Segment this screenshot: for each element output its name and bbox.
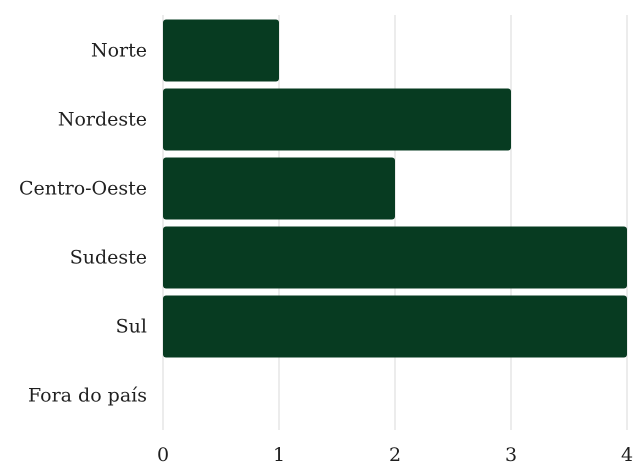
category-label-sul: Sul <box>116 316 147 338</box>
bar-norte <box>163 19 279 82</box>
x-tick-label-0: 0 <box>157 444 169 464</box>
category-label-fora-do-pa-s: Fora do país <box>28 385 147 407</box>
x-axis-tick-labels: 0 1 2 3 4 <box>157 444 633 464</box>
category-label-norte: Norte <box>91 40 147 62</box>
x-tick-label-3: 3 <box>505 444 517 464</box>
bars <box>163 19 627 358</box>
x-tick-label-1: 1 <box>273 444 285 464</box>
category-label-sudeste: Sudeste <box>70 247 147 269</box>
category-label-centro-oeste: Centro-Oeste <box>19 178 147 200</box>
bar-centro-oeste <box>163 157 395 220</box>
x-tick-label-4: 4 <box>621 444 633 464</box>
bar-sudeste <box>163 226 627 289</box>
category-labels: Norte Nordeste Centro-Oeste Sudeste Sul Fora … <box>19 40 147 407</box>
category-label-nordeste: Nordeste <box>58 109 147 131</box>
bar-sul <box>163 295 627 358</box>
grid-lines <box>162 15 628 430</box>
x-tick-label-2: 2 <box>389 444 401 464</box>
bar-nordeste <box>163 88 511 151</box>
